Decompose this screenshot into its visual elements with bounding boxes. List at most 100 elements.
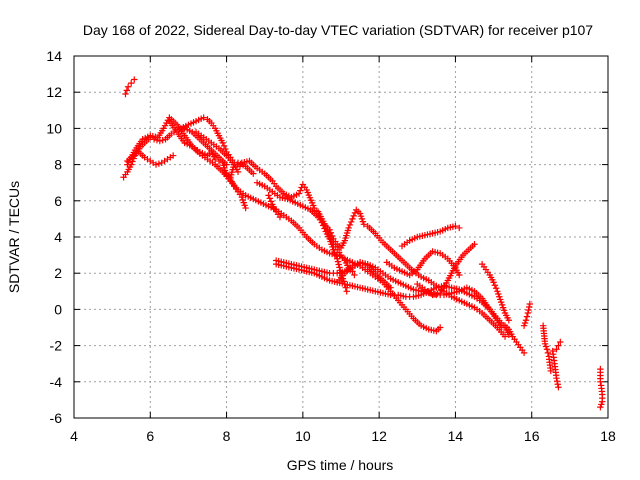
x-axis-label: GPS time / hours — [287, 457, 394, 473]
y-tick-label: 8 — [54, 157, 62, 173]
data-point — [333, 255, 341, 262]
series-arc-9 — [238, 157, 358, 279]
data-point — [345, 224, 352, 232]
x-tick-label: 12 — [371, 428, 387, 444]
data-point — [490, 279, 497, 286]
y-tick-label: 6 — [54, 193, 62, 209]
data-point — [553, 377, 561, 385]
data-point — [456, 271, 463, 279]
data-point — [330, 246, 337, 253]
data-point — [211, 155, 219, 163]
y-tick-label: -2 — [50, 338, 63, 354]
data-point — [276, 213, 284, 221]
data-point — [491, 282, 499, 289]
data-point — [597, 378, 604, 385]
data-point — [452, 222, 459, 230]
data-point — [335, 261, 342, 268]
data-point — [343, 288, 350, 295]
data-point — [492, 285, 500, 292]
series-arc-4 — [124, 114, 444, 335]
x-tick-label: 6 — [146, 428, 154, 444]
data-point — [347, 218, 355, 226]
series-arc-26 — [597, 365, 606, 411]
x-tick-label: 16 — [524, 428, 540, 444]
data-point — [360, 221, 368, 228]
series-arc-12 — [314, 206, 368, 252]
data-point — [122, 90, 129, 98]
data-point — [505, 317, 513, 324]
data-point — [597, 403, 604, 411]
y-tick-label: 0 — [54, 301, 62, 317]
data-point — [351, 209, 359, 217]
series-arc-18 — [398, 222, 463, 250]
data-point — [128, 79, 135, 87]
data-point — [523, 313, 531, 320]
data-point — [525, 306, 532, 314]
series-arc-1 — [122, 76, 138, 98]
data-point — [159, 136, 166, 144]
data-point — [331, 249, 338, 256]
y-tick-label: -4 — [50, 374, 63, 390]
data-point — [350, 212, 357, 220]
data-point — [553, 374, 560, 382]
data-point — [520, 349, 528, 357]
axis-ticks: 4 6 8 10 12 14 16 18 -6 -4 -2 0 2 4 6 8 10 12 14 — [46, 48, 616, 444]
data-point — [349, 215, 356, 223]
data-point — [436, 324, 444, 331]
series-arc-16 — [364, 222, 509, 340]
data-point — [295, 190, 303, 197]
data-point — [131, 76, 138, 83]
series-arc-17 — [383, 248, 463, 279]
data-point — [124, 83, 132, 90]
data-point — [526, 300, 534, 308]
x-tick-label: 18 — [600, 428, 616, 444]
data-point — [156, 137, 164, 145]
series-arc-11 — [265, 192, 284, 221]
data-point — [219, 139, 226, 147]
series-arc-2 — [120, 125, 230, 181]
data-point — [152, 161, 160, 168]
data-point — [544, 349, 552, 357]
data-point — [351, 271, 358, 279]
data-point — [236, 163, 244, 170]
series-arc-8 — [223, 170, 249, 212]
series-arc-20 — [478, 260, 513, 324]
series-arc-24 — [549, 347, 562, 391]
data-point — [525, 303, 533, 311]
data-point — [553, 346, 560, 353]
series-arc-22 — [520, 300, 534, 329]
data-point — [266, 195, 273, 202]
data-point — [346, 221, 354, 229]
data-point — [265, 192, 272, 199]
y-tick-label: 14 — [46, 48, 62, 64]
data-point — [456, 224, 463, 232]
data-point — [169, 152, 177, 159]
data-point — [155, 160, 163, 167]
series-arc-7 — [192, 128, 242, 176]
x-tick-label: 10 — [295, 428, 311, 444]
data-point — [524, 309, 532, 317]
series-arc-25 — [553, 338, 564, 353]
data-point — [522, 317, 530, 324]
data-point — [547, 367, 554, 375]
data-point — [267, 198, 275, 205]
series-arc-23 — [539, 322, 554, 375]
series-arc-19 — [414, 241, 478, 299]
y-tick-label: 2 — [54, 265, 62, 281]
data-point — [326, 226, 333, 233]
data-points — [120, 76, 606, 411]
series-arc-21 — [501, 322, 528, 357]
data-point — [543, 346, 551, 353]
data-point — [554, 381, 561, 388]
data-point — [555, 384, 562, 391]
data-point — [242, 204, 249, 212]
x-tick-label: 8 — [223, 428, 231, 444]
y-axis-label: SDTVAR / TECUs — [6, 181, 22, 293]
data-point — [501, 333, 509, 340]
data-point — [328, 232, 336, 239]
data-point — [123, 87, 131, 94]
data-point — [215, 157, 223, 165]
data-point — [327, 229, 335, 236]
x-tick-label: 14 — [448, 428, 464, 444]
